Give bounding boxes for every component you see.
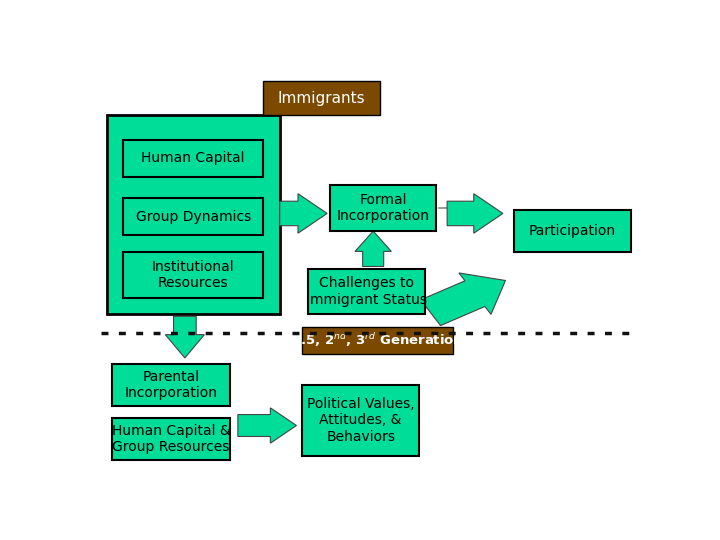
FancyBboxPatch shape	[124, 198, 263, 235]
FancyBboxPatch shape	[307, 268, 425, 314]
FancyBboxPatch shape	[302, 385, 419, 456]
FancyBboxPatch shape	[124, 252, 263, 298]
Text: 1.5, 2$^{nd}$, 3$^{rd}$ Generation: 1.5, 2$^{nd}$, 3$^{rd}$ Generation	[291, 332, 464, 349]
Text: Political Values,
Attitudes, &
Behaviors: Political Values, Attitudes, & Behaviors	[307, 397, 415, 443]
FancyBboxPatch shape	[302, 327, 453, 354]
FancyBboxPatch shape	[514, 210, 631, 252]
Text: Group Dynamics: Group Dynamics	[135, 210, 251, 224]
Text: Challenges to
Immigrant Status: Challenges to Immigrant Status	[306, 276, 427, 307]
Polygon shape	[447, 194, 503, 233]
Polygon shape	[280, 194, 327, 233]
FancyBboxPatch shape	[107, 114, 279, 314]
Text: Immigrants: Immigrants	[278, 91, 365, 105]
Text: Institutional
Resources: Institutional Resources	[152, 260, 235, 290]
Polygon shape	[166, 316, 204, 358]
Text: Parental
Incorporation: Parental Incorporation	[125, 370, 217, 400]
Text: Human Capital &
Group Resources: Human Capital & Group Resources	[112, 424, 230, 454]
Text: Participation: Participation	[529, 224, 616, 238]
FancyBboxPatch shape	[124, 140, 263, 177]
FancyBboxPatch shape	[330, 185, 436, 231]
Text: Human Capital: Human Capital	[142, 151, 245, 165]
FancyBboxPatch shape	[263, 82, 380, 114]
Text: Formal
Incorporation: Formal Incorporation	[336, 193, 429, 224]
FancyBboxPatch shape	[112, 418, 230, 460]
FancyBboxPatch shape	[112, 364, 230, 406]
Polygon shape	[355, 231, 392, 266]
Polygon shape	[238, 408, 297, 443]
Polygon shape	[420, 273, 505, 326]
